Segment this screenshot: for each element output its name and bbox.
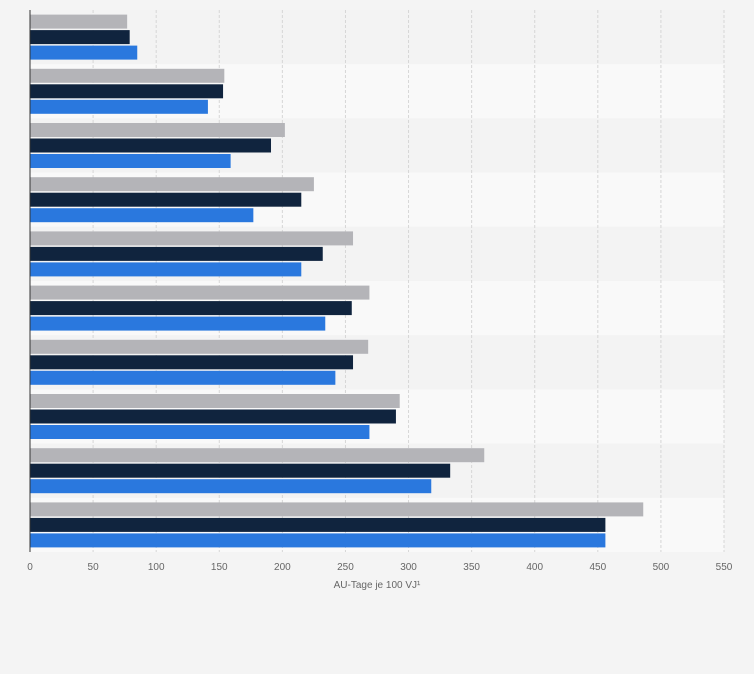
bar <box>30 301 352 316</box>
bar <box>30 246 323 261</box>
bar <box>30 99 208 114</box>
bar <box>30 355 354 370</box>
bar <box>30 479 432 494</box>
x-axis-title: AU-Tage je 100 VJ¹ <box>334 580 421 591</box>
bar <box>30 533 606 548</box>
bar <box>30 517 606 532</box>
bar <box>30 502 644 517</box>
bar <box>30 370 336 385</box>
bar <box>30 192 302 207</box>
x-tick-label: 350 <box>463 562 480 573</box>
bar <box>30 84 224 99</box>
bar <box>30 425 370 439</box>
bar <box>30 339 369 354</box>
bar <box>30 394 400 408</box>
x-tick-label: 50 <box>88 562 100 573</box>
bar <box>30 68 225 83</box>
bar <box>30 316 326 331</box>
bar <box>30 262 302 277</box>
x-tick-label: 500 <box>653 562 670 573</box>
bar <box>30 285 370 300</box>
bar <box>30 30 130 45</box>
bar <box>30 45 138 60</box>
x-tick-label: 400 <box>526 562 543 573</box>
x-tick-label: 0 <box>27 562 33 573</box>
bar <box>30 231 354 246</box>
bar <box>30 463 451 478</box>
x-tick-label: 450 <box>589 562 606 573</box>
bar <box>30 14 128 29</box>
x-tick-label: 250 <box>337 562 354 573</box>
x-tick-label: 100 <box>148 562 165 573</box>
x-tick-label: 200 <box>274 562 291 573</box>
x-tick-label: 300 <box>400 562 417 573</box>
row-band <box>30 10 724 65</box>
x-tick-labels: 0 50 100 150 200 250 300 350 400 450 500 550 <box>27 562 733 573</box>
bar <box>30 154 231 168</box>
bar <box>30 138 272 153</box>
bar <box>30 448 485 463</box>
x-tick-label: 150 <box>211 562 228 573</box>
bar <box>30 208 254 223</box>
x-tick-label: 550 <box>716 562 733 573</box>
bars <box>30 14 644 548</box>
bar <box>30 177 314 192</box>
bar <box>30 123 285 137</box>
bar <box>30 409 396 424</box>
